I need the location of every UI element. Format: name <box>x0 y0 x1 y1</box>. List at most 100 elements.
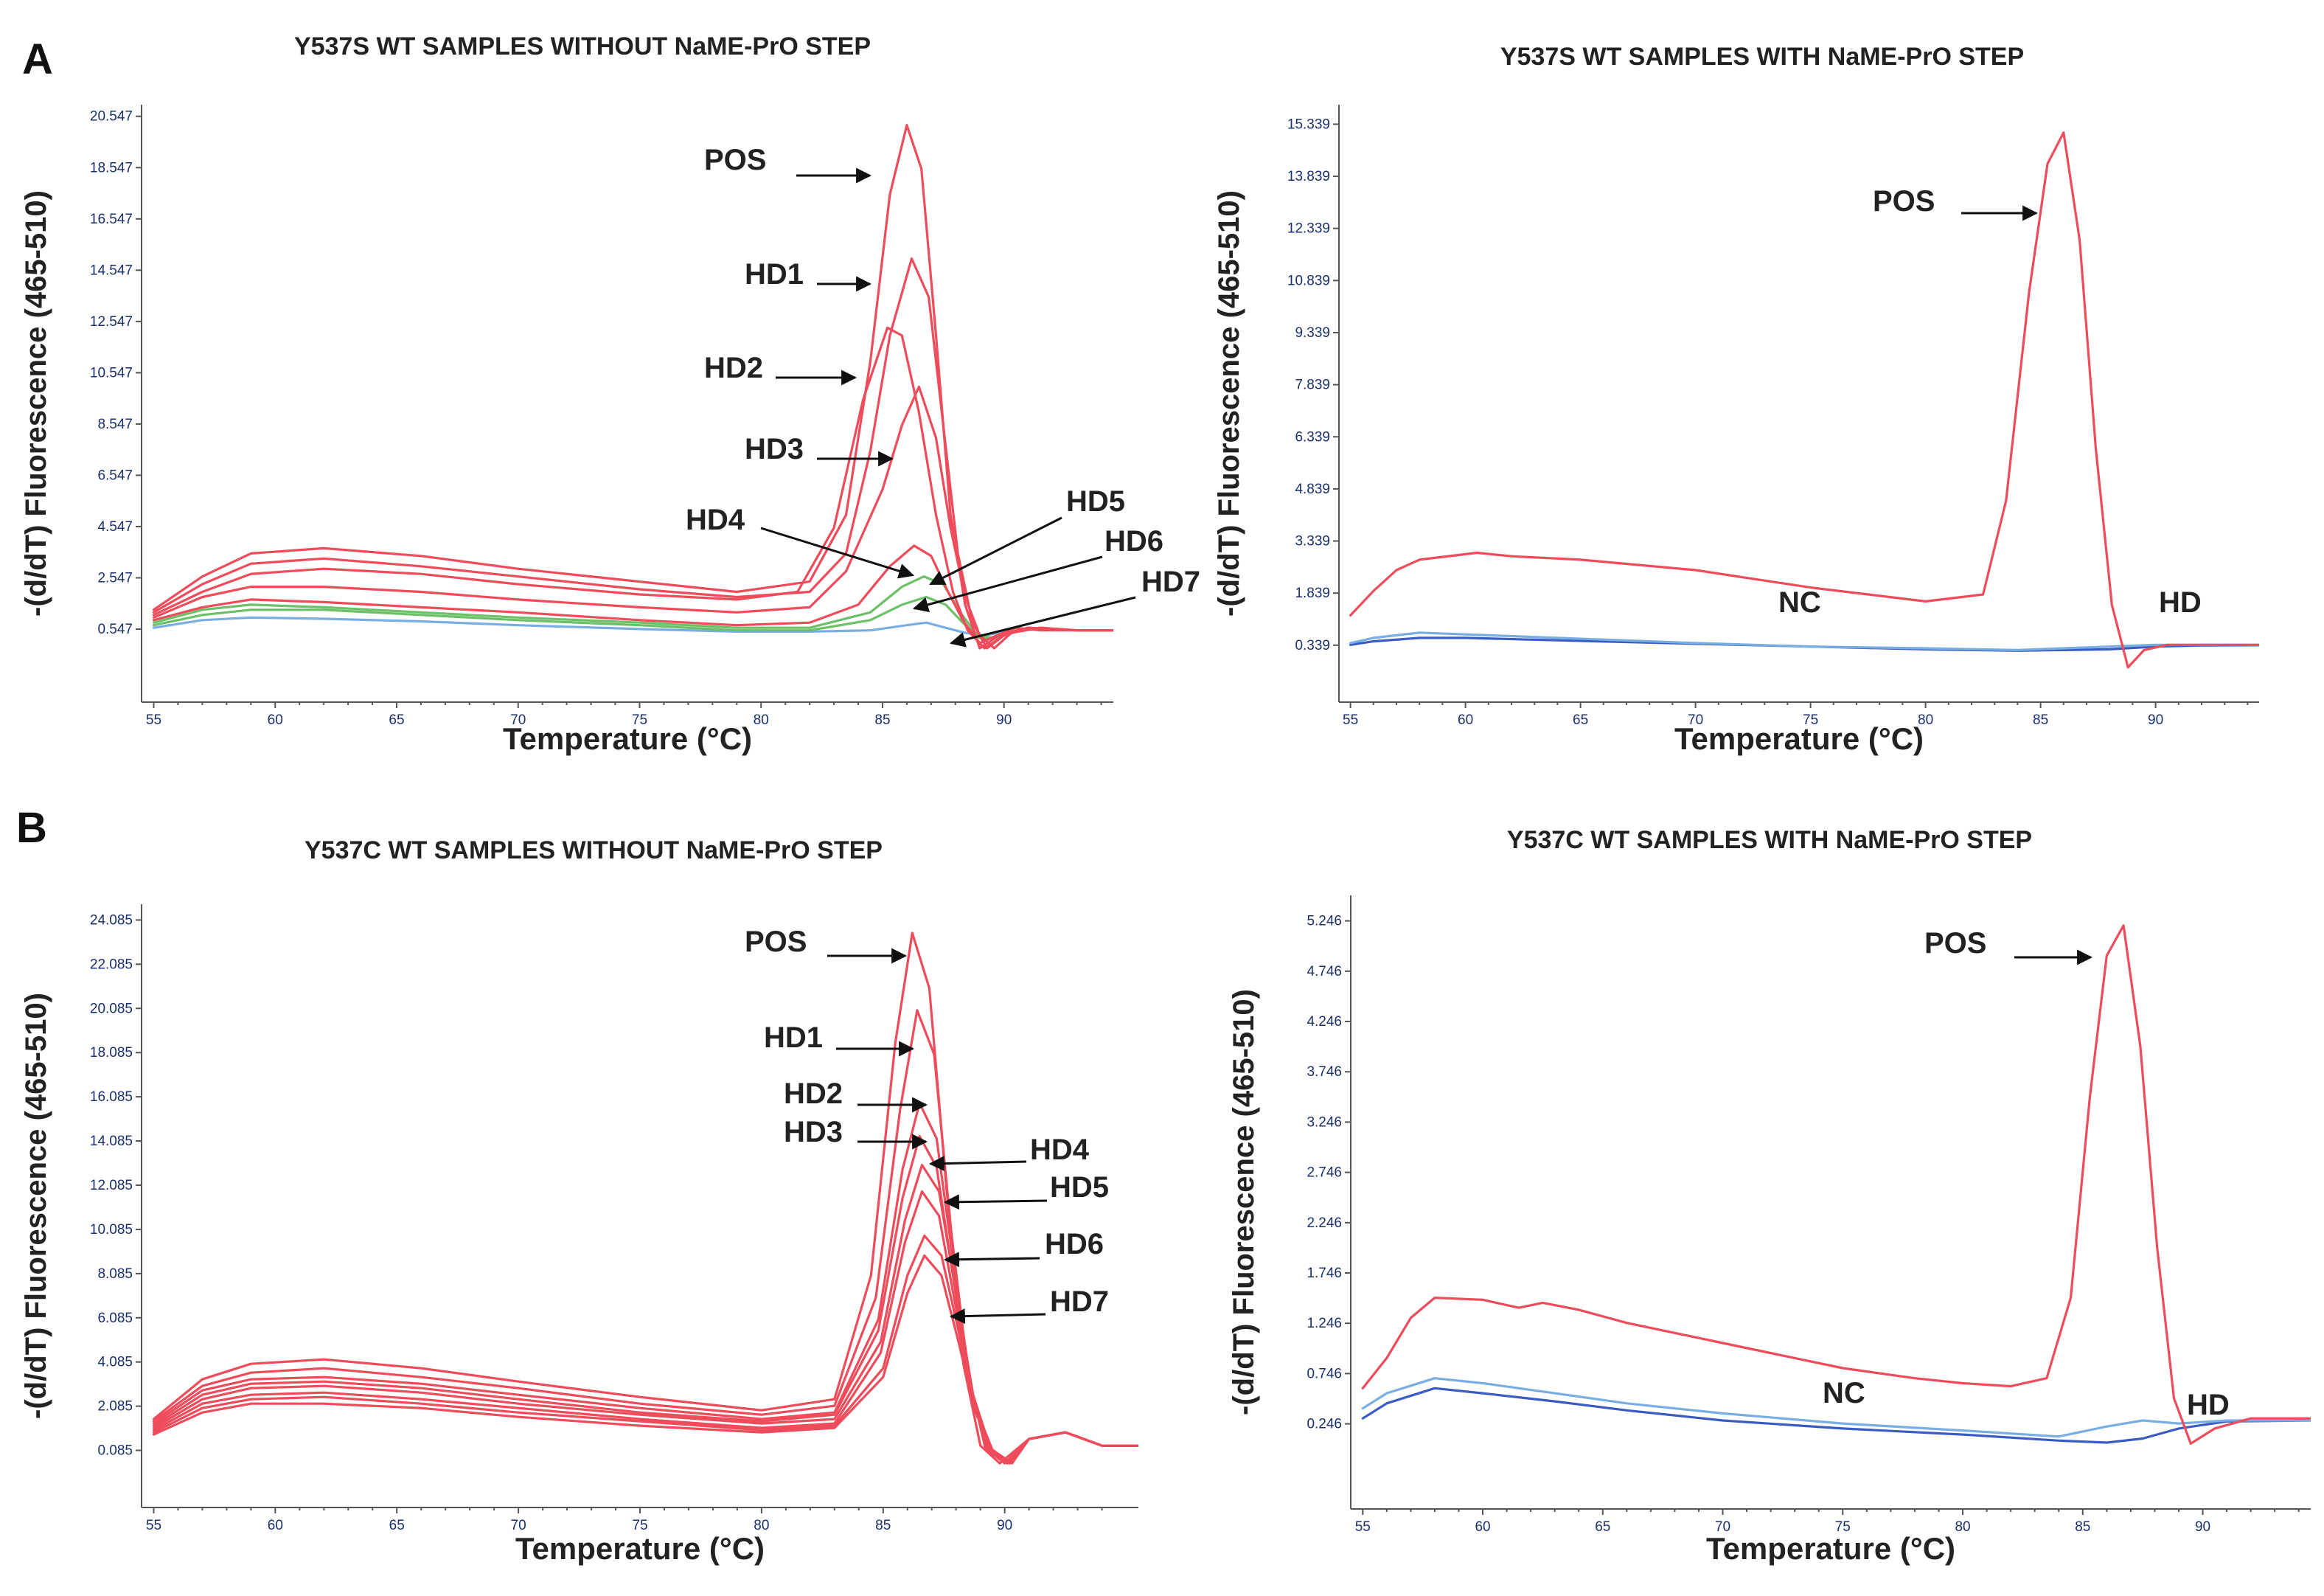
y-tick-label: 5.246 <box>1307 914 1342 929</box>
y-tick-label: 4.839 <box>1295 482 1330 497</box>
y-tick-label: 1.246 <box>1307 1316 1342 1331</box>
y-axis-label: -(d/dT) Fluorescence (465-510) <box>1228 989 1260 1415</box>
x-tick-label: 55 <box>1343 712 1358 728</box>
series-group <box>152 124 1113 650</box>
y-tick-label: 0.339 <box>1295 638 1330 653</box>
series-line-hd1 <box>152 1009 1138 1465</box>
series-line-pos <box>152 931 1138 1465</box>
x-tick-label: 85 <box>875 1518 891 1533</box>
x-tick-label: 75 <box>632 1518 647 1533</box>
annotation-label: HD6 <box>1104 525 1163 558</box>
y-tick-label: 13.839 <box>1287 169 1330 184</box>
y-tick-label: 3.746 <box>1307 1064 1342 1080</box>
x-tick-label: 65 <box>389 712 404 728</box>
x-tick-label: 75 <box>632 712 647 728</box>
x-tick-label: 90 <box>997 1518 1012 1533</box>
x-tick-label: 55 <box>146 1518 161 1533</box>
chart-a-with: Y537S WT SAMPLES WITH NaME-PrO STEP 0.339… <box>1213 43 2259 756</box>
x-axis-label: Temperature (°C) <box>1706 1531 1955 1566</box>
y-tick-label: 9.339 <box>1295 325 1330 341</box>
y-tick-label: 10.085 <box>90 1222 133 1238</box>
x-tick-label: 65 <box>389 1518 405 1533</box>
y-tick-label: 0.085 <box>97 1443 133 1459</box>
y-tick-label: 2.746 <box>1307 1165 1342 1181</box>
annotation-label: HD <box>2187 1389 2230 1421</box>
y-tick-label: 6.085 <box>97 1311 133 1326</box>
x-tick-label: 70 <box>1715 1519 1730 1535</box>
x-tick-label: 85 <box>2075 1519 2090 1535</box>
x-tick-label: 85 <box>874 712 890 728</box>
annotation-label: HD6 <box>1045 1228 1104 1260</box>
chart-title: Y537C WT SAMPLES WITH NaME-PrO STEP <box>1507 826 2032 854</box>
y-tick-label: 14.547 <box>90 263 133 278</box>
series-line-hd1 <box>152 257 1113 650</box>
x-tick-label: 70 <box>1688 712 1703 728</box>
x-tick-label: 80 <box>754 712 769 728</box>
x-axis-label: Temperature (°C) <box>515 1531 765 1566</box>
annotation-arrow <box>928 1156 1027 1172</box>
annotation-label: HD3 <box>784 1116 843 1148</box>
y-tick-label: 3.246 <box>1307 1114 1342 1130</box>
y-tick-label: 8.547 <box>97 417 133 432</box>
x-tick-label: 55 <box>1355 1519 1371 1535</box>
y-tick-label: 18.547 <box>90 160 133 176</box>
y-tick-label: 16.085 <box>90 1089 133 1105</box>
x-tick-label: 85 <box>2033 712 2048 728</box>
y-tick-label: 2.246 <box>1307 1215 1342 1231</box>
annotation-label: HD1 <box>764 1021 823 1054</box>
y-tick-label: 10.547 <box>90 365 133 381</box>
series-line-hd2 <box>152 1102 1138 1465</box>
chart-title: Y537C WT SAMPLES WITHOUT NaME-PrO STEP <box>305 836 883 864</box>
annotation-label: NC <box>1778 586 1821 619</box>
x-tick-label: 60 <box>1475 1519 1490 1535</box>
x-tick-label: 75 <box>1803 712 1818 728</box>
y-tick-label: 1.746 <box>1307 1266 1342 1281</box>
series-line-hd6 <box>152 1234 1138 1465</box>
y-tick-label: 1.839 <box>1295 586 1330 601</box>
y-tick-label: 20.085 <box>90 1001 133 1016</box>
x-tick-label: 60 <box>268 1518 283 1533</box>
y-tick-label: 8.085 <box>97 1266 133 1282</box>
y-tick-label: 2.547 <box>97 570 133 586</box>
y-tick-label: 4.547 <box>97 519 133 535</box>
x-tick-label: 90 <box>996 712 1012 728</box>
y-tick-label: 4.085 <box>97 1355 133 1370</box>
y-tick-label: 10.839 <box>1287 273 1330 288</box>
annotation-label: HD <box>2159 586 2202 619</box>
x-tick-label: 90 <box>2148 712 2163 728</box>
series-group <box>1349 131 2259 669</box>
x-axis-label: Temperature (°C) <box>503 721 752 756</box>
y-tick-label: 7.839 <box>1295 378 1330 393</box>
annotation-label: NC <box>1823 1377 1865 1409</box>
y-tick-label: 0.246 <box>1307 1417 1342 1432</box>
y-tick-label: 6.547 <box>97 468 133 483</box>
annotation-label: HD3 <box>745 433 804 465</box>
x-tick-label: 70 <box>510 712 526 728</box>
annotation-arrow <box>943 1252 1040 1268</box>
x-tick-label: 75 <box>1835 1519 1851 1535</box>
x-axis-label: Temperature (°C) <box>1674 721 1924 756</box>
series-group <box>152 931 1138 1465</box>
x-tick-label: 60 <box>268 712 283 728</box>
x-tick-label: 70 <box>511 1518 526 1533</box>
y-tick-label: 6.339 <box>1295 429 1330 445</box>
annotation-label: POS <box>704 144 766 176</box>
x-tick-label: 65 <box>1595 1519 1610 1535</box>
annotation-arrow <box>760 527 915 579</box>
y-tick-label: 18.085 <box>90 1045 133 1061</box>
annotation-label: HD2 <box>704 352 763 384</box>
annotation-label: POS <box>1924 927 1986 960</box>
y-axis-label: -(d/dT) Fluorescence (465-510) <box>20 190 52 617</box>
y-tick-label: 16.547 <box>90 212 133 227</box>
y-tick-label: 0.547 <box>97 622 133 637</box>
y-tick-label: 12.085 <box>90 1178 133 1193</box>
chart-b-with: Y537C WT SAMPLES WITH NaME-PrO STEP 0.246… <box>1228 826 2311 1566</box>
y-tick-label: 22.085 <box>90 957 133 972</box>
annotation-arrow <box>912 555 1103 613</box>
x-tick-label: 90 <box>2195 1519 2210 1535</box>
x-tick-label: 80 <box>1918 712 1933 728</box>
annotation-label: HD1 <box>745 258 804 291</box>
annotation-arrow <box>929 516 1062 586</box>
series-line-hd <box>1361 1387 2311 1444</box>
